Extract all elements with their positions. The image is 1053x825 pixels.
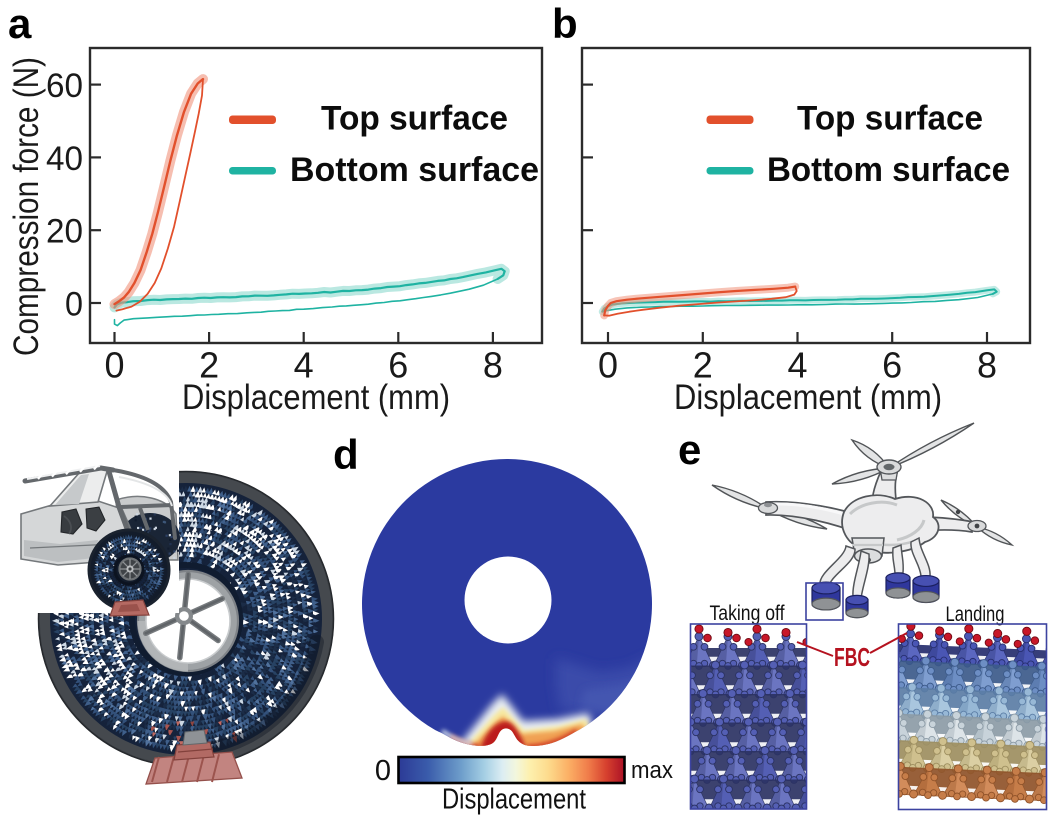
svg-text:Top surface: Top surface bbox=[797, 100, 983, 138]
svg-text:b: b bbox=[552, 0, 578, 47]
svg-text:e: e bbox=[678, 426, 701, 473]
svg-text:0: 0 bbox=[598, 345, 618, 386]
svg-text:Displacement (mm): Displacement (mm) bbox=[182, 378, 450, 417]
svg-text:Bottom surface: Bottom surface bbox=[290, 151, 539, 189]
svg-text:8: 8 bbox=[483, 345, 503, 386]
svg-text:a: a bbox=[8, 0, 32, 47]
svg-text:Bottom surface: Bottom surface bbox=[767, 151, 1010, 189]
svg-text:Compression force (N): Compression force (N) bbox=[7, 57, 46, 356]
svg-text:Displacement: Displacement bbox=[442, 784, 586, 816]
svg-text:0: 0 bbox=[375, 755, 391, 787]
svg-text:40: 40 bbox=[46, 140, 83, 178]
svg-text:Displacement (mm): Displacement (mm) bbox=[674, 378, 942, 417]
svg-text:Landing: Landing bbox=[946, 603, 1005, 626]
svg-text:0: 0 bbox=[65, 286, 83, 324]
svg-text:Top surface: Top surface bbox=[321, 100, 508, 138]
svg-text:FBC: FBC bbox=[834, 642, 870, 672]
svg-text:max: max bbox=[631, 757, 673, 784]
svg-text:d: d bbox=[333, 431, 359, 478]
svg-text:8: 8 bbox=[977, 345, 997, 386]
svg-text:60: 60 bbox=[46, 67, 83, 105]
svg-text:Taking off: Taking off bbox=[710, 602, 785, 625]
svg-text:20: 20 bbox=[46, 213, 83, 251]
svg-text:0: 0 bbox=[104, 345, 124, 386]
